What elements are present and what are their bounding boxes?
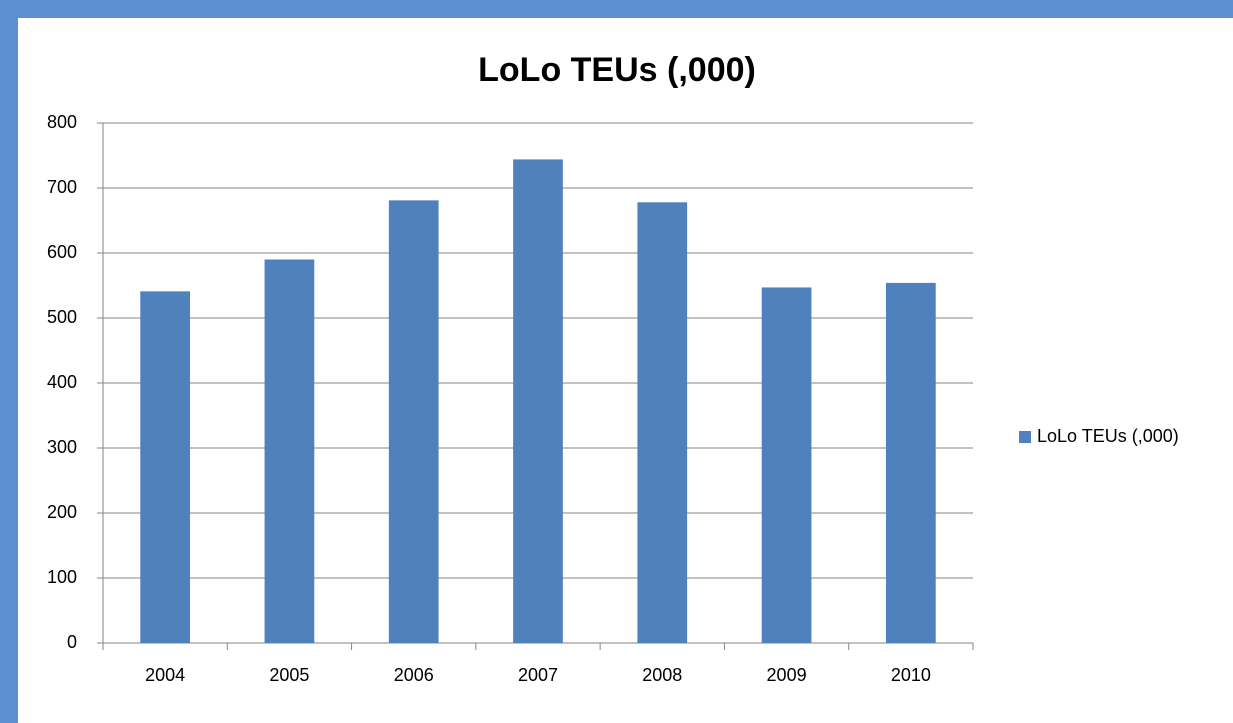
bar xyxy=(886,282,936,643)
x-tick-label: 2010 xyxy=(891,665,931,685)
chart-title: LoLo TEUs (,000) xyxy=(478,51,756,89)
bar xyxy=(388,200,439,643)
x-tick-label: 2004 xyxy=(145,665,185,685)
y-tick-label: 600 xyxy=(47,242,77,262)
bar xyxy=(513,159,563,643)
y-tick-label: 200 xyxy=(47,502,77,522)
x-tick-label: 2008 xyxy=(642,665,682,685)
bar xyxy=(140,291,190,643)
y-tick-label: 800 xyxy=(47,112,77,132)
y-tick-label: 500 xyxy=(47,307,77,327)
bar xyxy=(761,287,812,643)
y-tick-label: 100 xyxy=(47,567,77,587)
chart-area xyxy=(18,18,1233,723)
legend-swatch xyxy=(1019,431,1031,443)
x-tick-label: 2009 xyxy=(767,665,807,685)
y-tick-label: 700 xyxy=(47,177,77,197)
x-tick-label: 2006 xyxy=(394,665,434,685)
x-tick-label: 2007 xyxy=(518,665,558,685)
bar xyxy=(264,259,315,643)
y-tick-label: 300 xyxy=(47,437,77,457)
bar xyxy=(637,202,688,644)
legend-label: LoLo TEUs (,000) xyxy=(1037,426,1179,446)
y-tick-label: 400 xyxy=(47,372,77,392)
x-tick-label: 2005 xyxy=(269,665,309,685)
y-tick-label: 0 xyxy=(67,632,77,652)
